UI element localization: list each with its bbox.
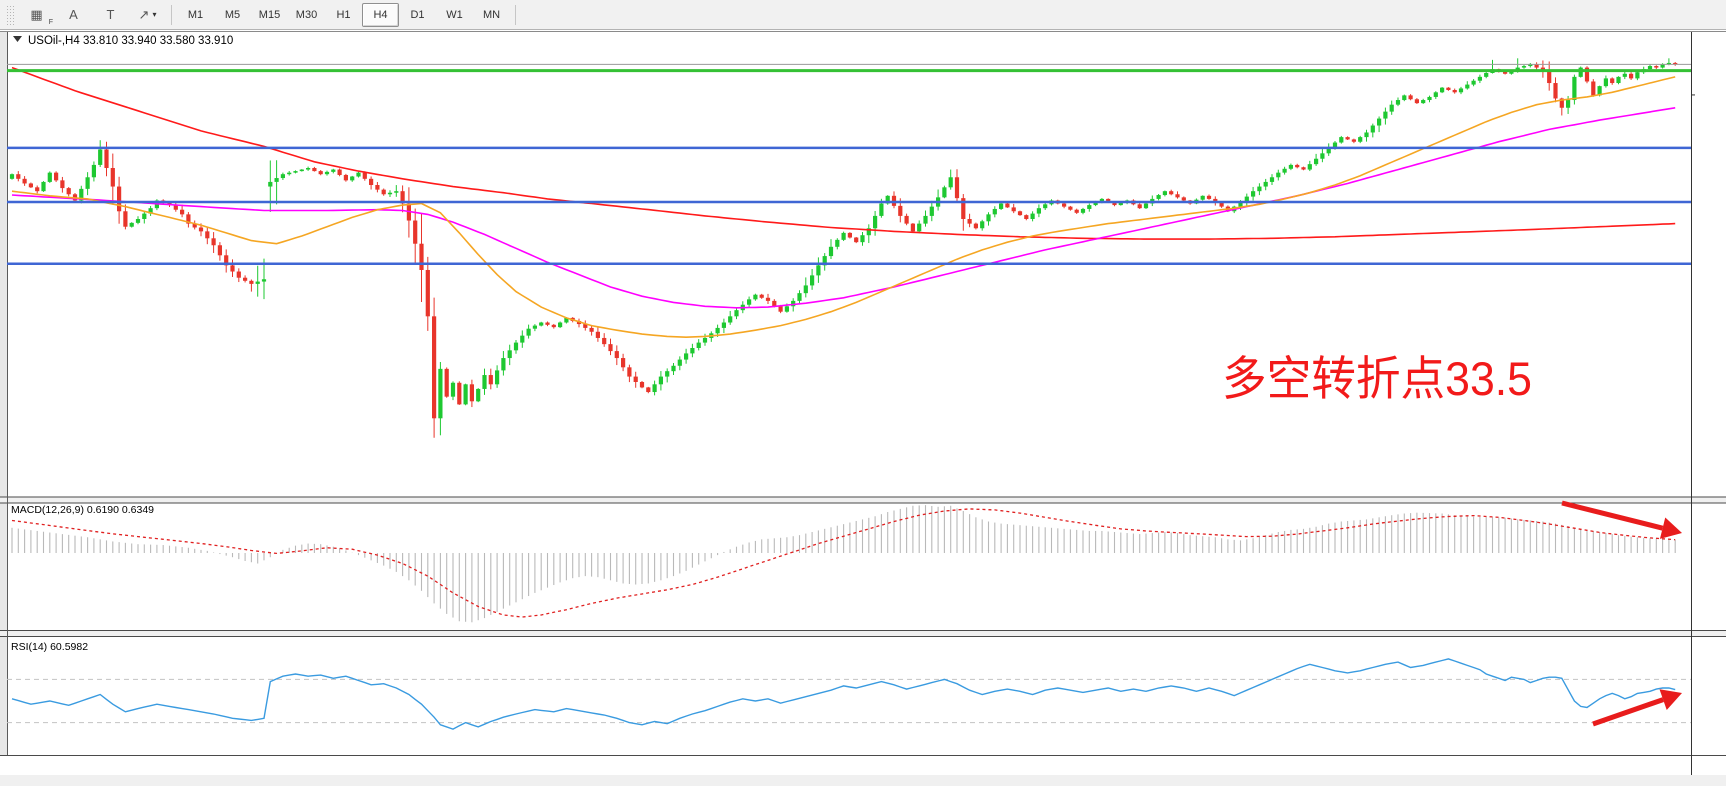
rsi-line bbox=[11, 658, 1676, 730]
macd-panel[interactable] bbox=[11, 500, 1682, 623]
timeframe-MN-button[interactable]: MN bbox=[482, 8, 501, 21]
panel-divider[interactable] bbox=[0, 630, 1726, 637]
chart-header: USOil-,H4 33.810 33.940 33.580 33.910 bbox=[13, 35, 233, 47]
timeframes-group: M1 M5 M15 M30 H1 H4 D1 W1 MN bbox=[177, 2, 510, 27]
tool-text-label-button[interactable]: T bbox=[106, 7, 115, 22]
trend-arrow-macd[interactable] bbox=[1561, 500, 1682, 539]
rsi-panel[interactable] bbox=[7, 658, 1691, 730]
timeframe-H4-button[interactable]: H4 bbox=[362, 2, 399, 27]
tool-font-label-button[interactable]: A bbox=[69, 7, 78, 22]
symbol-ohlc-label: USOil-,H4 33.810 33.940 33.580 33.910 bbox=[28, 35, 233, 47]
ma-red-slow bbox=[11, 66, 1676, 240]
macd-histogram bbox=[11, 505, 1676, 623]
drawing-tools-group: ▦ F A T ↗ ▾ bbox=[18, 3, 166, 27]
ma-orange-fast bbox=[11, 76, 1676, 339]
candlestick-series bbox=[9, 58, 1678, 438]
annotation-text[interactable]: 多空转折点33.5 bbox=[1222, 352, 1532, 405]
timeframe-M30-button[interactable]: M30 bbox=[295, 8, 318, 21]
timeframe-M5-button[interactable]: M5 bbox=[224, 8, 241, 21]
symbol-dropdown-icon[interactable] bbox=[13, 36, 22, 42]
timeframe-W1-button[interactable]: W1 bbox=[446, 8, 463, 21]
timeframe-H1-button[interactable]: H1 bbox=[336, 8, 351, 21]
timeframe-D1-button[interactable]: D1 bbox=[410, 8, 425, 21]
chart-frame bbox=[0, 30, 1726, 786]
ma-magenta-medium bbox=[11, 107, 1676, 309]
macd-indicator-label: MACD(12,26,9) 0.6190 0.6349 bbox=[11, 504, 154, 516]
rsi-indicator-label: RSI(14) 60.5982 bbox=[11, 641, 88, 653]
toolbar: ▦ F A T ↗ ▾ M1 M5 M15 M30 H1 H4 D1 W1 MN bbox=[0, 0, 1726, 30]
price-panel[interactable] bbox=[7, 58, 1691, 438]
toolbar-drag-handle[interactable] bbox=[6, 4, 15, 25]
trend-arrow-rsi[interactable] bbox=[1592, 689, 1682, 727]
tool-indicator-grid-button[interactable]: ▦ F bbox=[30, 6, 53, 26]
horizontal-level-lines[interactable] bbox=[7, 63, 1691, 266]
timeframe-M1-button[interactable]: M1 bbox=[187, 8, 204, 21]
toolbar-separator bbox=[515, 4, 516, 25]
status-bar bbox=[0, 775, 1726, 786]
macd-signal-line bbox=[11, 508, 1676, 618]
toolbar-separator bbox=[171, 4, 172, 25]
timeframe-M15-button[interactable]: M15 bbox=[258, 8, 281, 21]
panel-divider[interactable] bbox=[0, 497, 1726, 503]
tool-arrow-objects-button[interactable]: ↗ ▾ bbox=[138, 6, 157, 22]
